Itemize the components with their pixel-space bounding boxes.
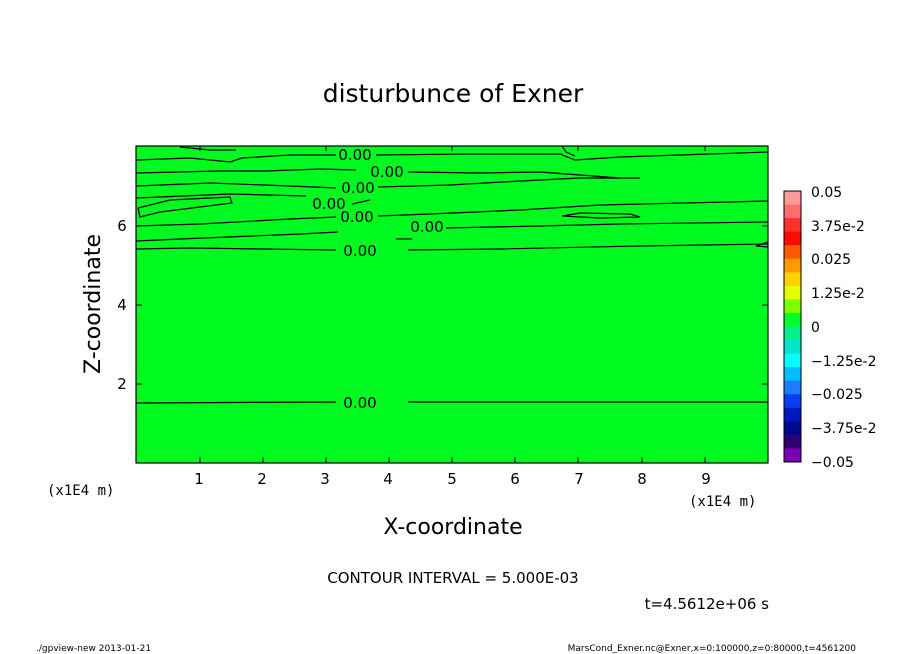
- contour-line: [135, 193, 371, 205]
- contour-line: [135, 168, 621, 179]
- contour-label: 0.00: [341, 179, 374, 197]
- x-tick-label: 8: [637, 470, 647, 488]
- contour-label: 0.00: [343, 242, 376, 260]
- colorbar-label: −0.025: [811, 387, 863, 403]
- contour-line: [135, 151, 769, 163]
- y-axis-label: Z-coordinate: [81, 234, 106, 374]
- colorbar-label: −1.25e-2: [811, 354, 876, 370]
- contour-lines: [135, 145, 769, 404]
- y-tick-labels: 2 4 6: [117, 217, 127, 393]
- colorbar-swatch: [784, 340, 801, 355]
- plot-fill: [136, 146, 768, 463]
- contour-label: 0.00: [312, 195, 345, 213]
- contour-label: 0.00: [410, 218, 443, 236]
- colorbar-swatch: [784, 191, 801, 206]
- time-text: t=4.5612e+06 s: [645, 595, 770, 613]
- colorbar-swatch: [784, 204, 801, 219]
- colorbar-swatch: [784, 448, 801, 463]
- colorbar-swatch: [784, 326, 801, 341]
- colorbar-label: 1.25e-2: [811, 286, 865, 302]
- chart-title: disturbunce of Exner: [323, 79, 584, 108]
- contour-line: [179, 146, 236, 151]
- colorbar-swatch: [784, 312, 801, 327]
- contour-line: [137, 196, 233, 218]
- contour-line: [135, 401, 768, 404]
- y-axis-unit: (x1E4 m): [47, 483, 114, 499]
- footer-right: MarsCond_Exner.nc@Exner,x=0:100000,z=0:8…: [568, 644, 857, 654]
- contour-line: [561, 212, 641, 219]
- contour-label: 0.00: [340, 208, 373, 226]
- y-tick-label: 6: [117, 217, 127, 235]
- colorbar-label: −0.05: [811, 455, 854, 471]
- contour-label: 0.00: [338, 146, 371, 164]
- colorbar-label: 0.025: [811, 252, 851, 268]
- x-axis-unit: (x1E4 m): [689, 494, 756, 510]
- contour-line: [135, 243, 769, 251]
- contour-line: [755, 241, 769, 248]
- colorbar-swatch: [784, 272, 801, 287]
- y-tick-label: 4: [117, 296, 127, 314]
- colorbar-swatch: [784, 407, 801, 422]
- colorbar-label: −3.75e-2: [811, 421, 876, 437]
- colorbar-swatch: [784, 231, 801, 246]
- colorbar-swatches: [784, 191, 801, 463]
- colorbar: 0.05 3.75e-2 0.025 1.25e-2 0 −1.25e-2 −0…: [783, 185, 876, 471]
- colorbar-swatch: [784, 353, 801, 368]
- x-tick-label: 5: [447, 470, 457, 488]
- plot-area: 0.00 0.00 0.00 0.00 0.00 0.00 0.00 0.00: [135, 145, 769, 464]
- contour-line: [135, 221, 769, 242]
- x-tick-label: 7: [574, 470, 584, 488]
- contour-interval-text: CONTOUR INTERVAL = 5.000E-03: [327, 569, 578, 587]
- colorbar-swatch: [784, 367, 801, 382]
- colorbar-label: 0.05: [811, 185, 842, 201]
- x-tick-label: 3: [320, 470, 330, 488]
- contour-line: [135, 200, 769, 227]
- axis-ticks: [136, 146, 768, 463]
- colorbar-swatch: [784, 258, 801, 273]
- colorbar-swatch: [784, 380, 801, 395]
- colorbar-labels: 0.05 3.75e-2 0.025 1.25e-2 0 −1.25e-2 −0…: [811, 185, 876, 471]
- colorbar-swatch: [784, 434, 801, 449]
- x-tick-label: 2: [257, 470, 267, 488]
- x-tick-labels: 1 2 3 4 5 6 7 8 9: [194, 470, 711, 488]
- x-axis-label: X-coordinate: [383, 515, 522, 540]
- colorbar-swatch: [784, 245, 801, 260]
- y-tick-label: 2: [117, 375, 127, 393]
- contour-line: [561, 145, 576, 157]
- colorbar-swatch: [784, 218, 801, 233]
- footer-left: ./gpview-new 2013-01-21: [36, 644, 151, 654]
- contour-label: 0.00: [370, 163, 403, 181]
- colorbar-label: 0: [811, 320, 820, 336]
- contour-label: 0.00: [343, 394, 376, 412]
- x-tick-label: 6: [510, 470, 520, 488]
- colorbar-swatch: [784, 394, 801, 409]
- colorbar-swatch: [784, 421, 801, 436]
- colorbar-swatch: [784, 285, 801, 300]
- contour-labels: 0.00 0.00 0.00 0.00 0.00 0.00 0.00 0.00: [312, 146, 443, 412]
- x-tick-label: 1: [194, 470, 204, 488]
- colorbar-swatch: [784, 299, 801, 314]
- colorbar-label: 3.75e-2: [811, 219, 865, 235]
- x-tick-label: 9: [701, 470, 711, 488]
- x-tick-label: 4: [383, 470, 393, 488]
- colorbar-frame: [783, 190, 802, 463]
